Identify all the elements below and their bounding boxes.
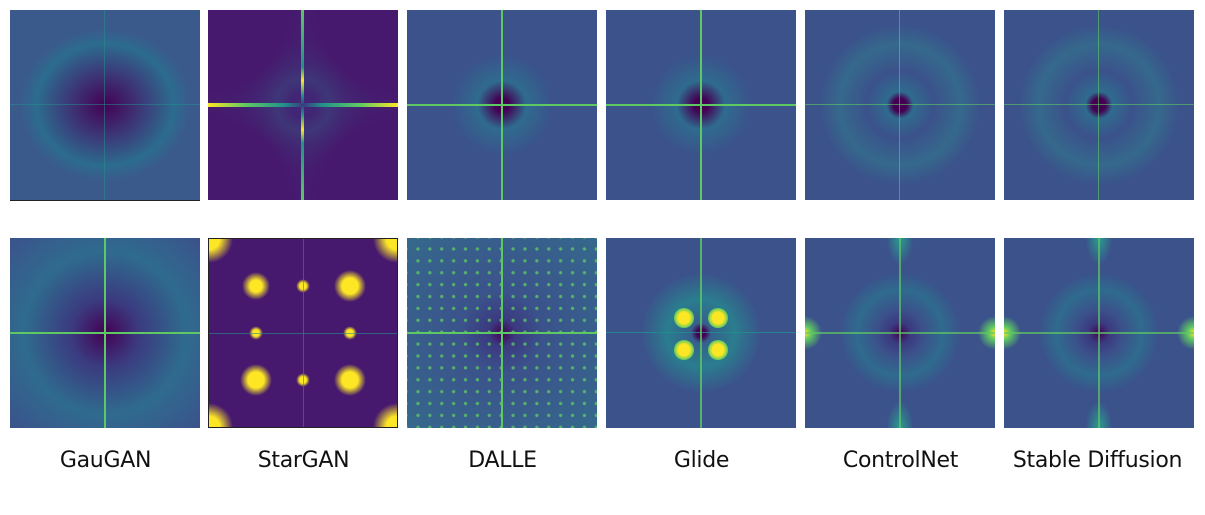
spectrum-stargan-row1 [208, 10, 398, 200]
label-gaugan: GauGAN [59, 448, 152, 473]
label-controlnet: ControlNet [842, 448, 959, 473]
spectrum-gaugan-row2 [10, 238, 200, 428]
label-stargan: StarGAN [257, 448, 350, 473]
label-stable-diffusion: Stable Diffusion [1012, 448, 1183, 473]
spectrum-gaugan-row1 [10, 10, 200, 201]
spectrum-glide-row1 [606, 10, 796, 200]
label-glide: Glide [673, 448, 730, 473]
spectrum-dalle-row1 [407, 10, 597, 200]
spectrum-glide-row2 [606, 238, 796, 428]
spectrum-stable-diffusion-row2 [1004, 238, 1194, 428]
spectrum-controlnet-row2 [805, 238, 995, 428]
spectrum-stable-diffusion-row1 [1004, 10, 1194, 200]
spectrum-stargan-row2 [208, 238, 398, 428]
spectrum-dalle-row2 [407, 238, 597, 428]
label-dalle: DALLE [468, 448, 537, 473]
spectrum-controlnet-row1 [805, 10, 995, 200]
